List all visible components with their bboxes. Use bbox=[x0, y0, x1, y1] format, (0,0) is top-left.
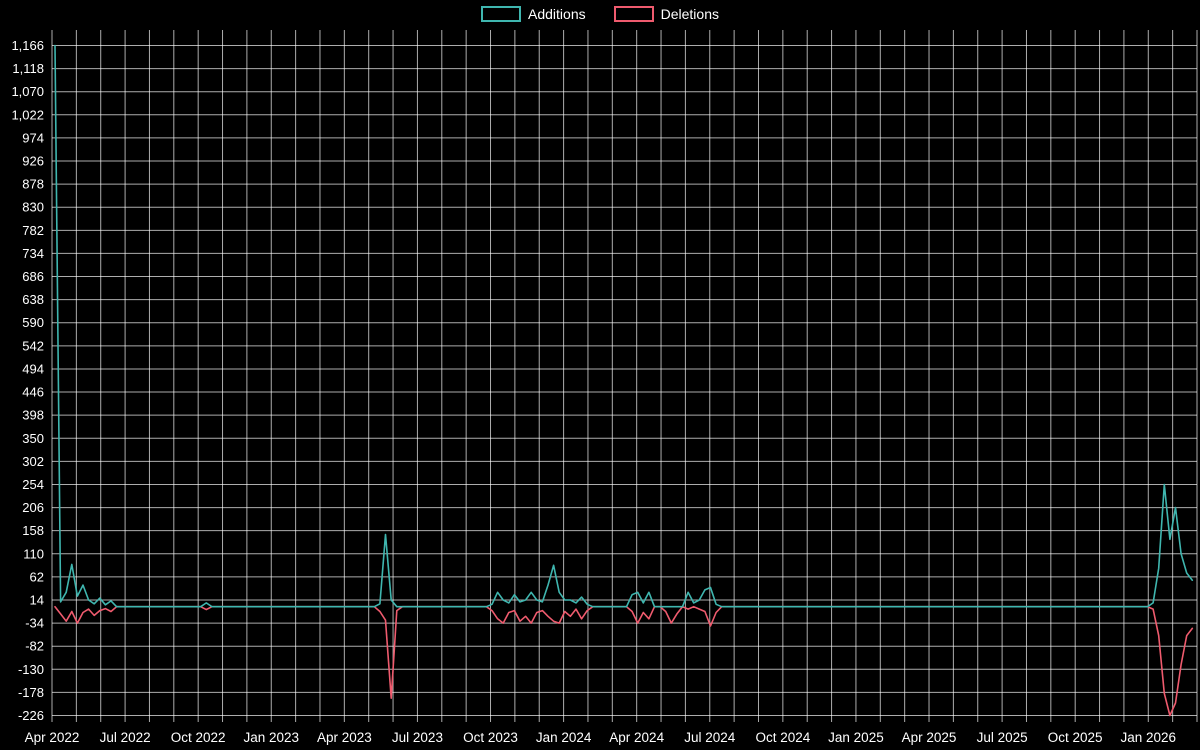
svg-text:830: 830 bbox=[22, 200, 44, 215]
svg-text:Jan 2026: Jan 2026 bbox=[1120, 730, 1176, 745]
svg-text:Apr 2022: Apr 2022 bbox=[25, 730, 80, 745]
svg-text:62: 62 bbox=[30, 569, 44, 584]
svg-text:Jul 2024: Jul 2024 bbox=[684, 730, 736, 745]
svg-text:974: 974 bbox=[22, 130, 44, 145]
svg-text:302: 302 bbox=[22, 454, 44, 469]
svg-text:494: 494 bbox=[22, 361, 44, 376]
svg-text:1,022: 1,022 bbox=[11, 107, 44, 122]
svg-text:686: 686 bbox=[22, 269, 44, 284]
svg-text:110: 110 bbox=[23, 546, 44, 561]
svg-text:350: 350 bbox=[22, 431, 44, 446]
svg-text:Oct 2023: Oct 2023 bbox=[463, 730, 518, 745]
svg-text:926: 926 bbox=[22, 154, 44, 169]
svg-text:542: 542 bbox=[22, 338, 44, 353]
svg-text:-82: -82 bbox=[25, 639, 44, 654]
svg-text:Jan 2025: Jan 2025 bbox=[828, 730, 884, 745]
legend-label-additions: Additions bbox=[528, 6, 586, 22]
svg-text:Jan 2023: Jan 2023 bbox=[243, 730, 299, 745]
svg-text:Apr 2023: Apr 2023 bbox=[317, 730, 372, 745]
svg-text:-178: -178 bbox=[18, 685, 44, 700]
deletions-swatch-icon bbox=[613, 6, 654, 22]
svg-text:782: 782 bbox=[22, 223, 44, 238]
svg-text:638: 638 bbox=[22, 292, 44, 307]
svg-text:Jul 2023: Jul 2023 bbox=[392, 730, 443, 745]
legend-item-deletions[interactable]: Deletions bbox=[613, 6, 719, 22]
svg-text:254: 254 bbox=[22, 477, 44, 492]
svg-text:734: 734 bbox=[22, 246, 44, 261]
svg-text:398: 398 bbox=[22, 408, 44, 423]
svg-text:14: 14 bbox=[30, 592, 44, 607]
legend-label-deletions: Deletions bbox=[660, 6, 719, 22]
svg-text:-130: -130 bbox=[18, 662, 44, 677]
svg-text:Apr 2024: Apr 2024 bbox=[609, 730, 664, 745]
svg-text:206: 206 bbox=[22, 500, 44, 515]
svg-text:Oct 2025: Oct 2025 bbox=[1048, 730, 1103, 745]
svg-text:1,070: 1,070 bbox=[11, 84, 44, 99]
svg-text:878: 878 bbox=[22, 177, 44, 192]
svg-text:Jan 2024: Jan 2024 bbox=[536, 730, 592, 745]
svg-text:Oct 2024: Oct 2024 bbox=[755, 730, 810, 745]
svg-text:158: 158 bbox=[22, 523, 44, 538]
svg-text:Jul 2022: Jul 2022 bbox=[100, 730, 151, 745]
svg-text:Jul 2025: Jul 2025 bbox=[977, 730, 1028, 745]
svg-text:-226: -226 bbox=[18, 708, 44, 723]
svg-text:446: 446 bbox=[22, 385, 44, 400]
additions-swatch-icon bbox=[481, 6, 522, 22]
svg-text:590: 590 bbox=[22, 315, 44, 330]
svg-text:1,118: 1,118 bbox=[12, 61, 44, 76]
chart-legend: Additions Deletions bbox=[0, 6, 1200, 22]
legend-item-additions[interactable]: Additions bbox=[481, 6, 586, 22]
svg-text:1,166: 1,166 bbox=[11, 38, 44, 53]
svg-text:Oct 2022: Oct 2022 bbox=[171, 730, 226, 745]
svg-text:-34: -34 bbox=[25, 616, 44, 631]
svg-text:Apr 2025: Apr 2025 bbox=[902, 730, 957, 745]
